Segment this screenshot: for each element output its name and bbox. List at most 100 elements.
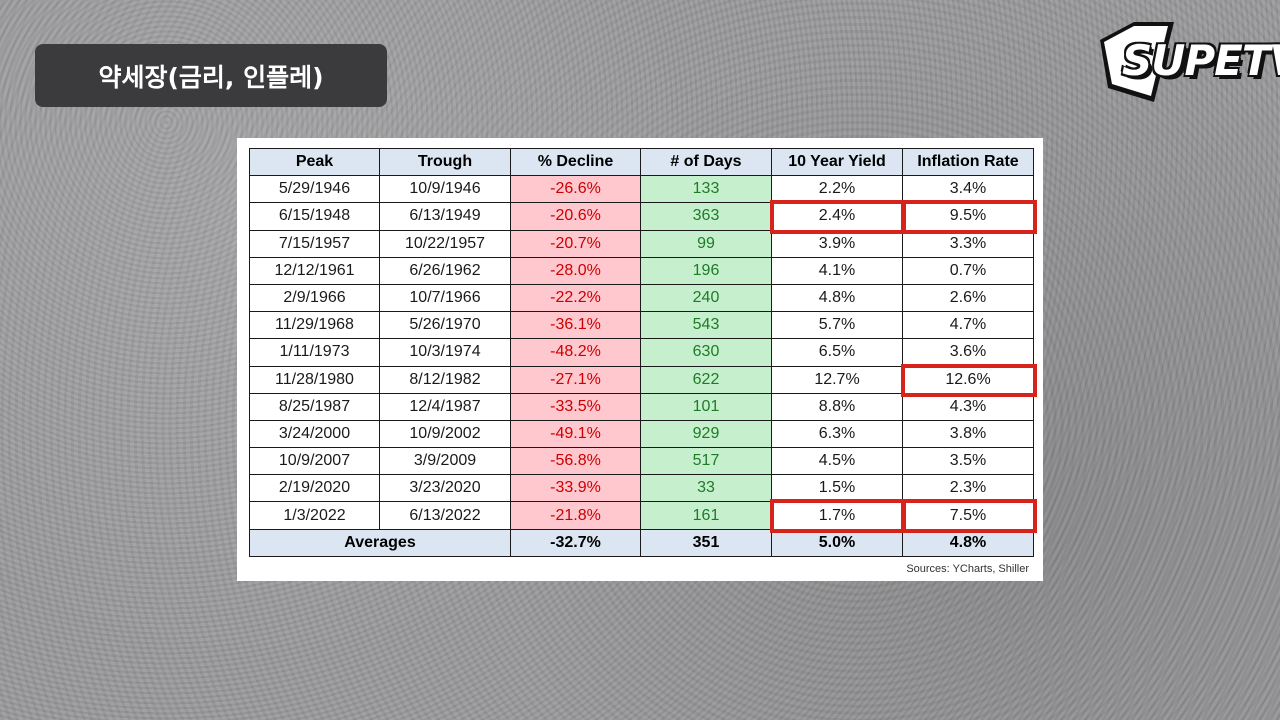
cell-days: 33 xyxy=(640,474,772,503)
header-inflation: Inflation Rate xyxy=(902,147,1034,177)
cell-yield: 3.9% xyxy=(771,229,903,258)
averages-inflation: 4.8% xyxy=(902,528,1034,557)
header-trough: Trough xyxy=(379,147,511,177)
cell-decline: -21.8% xyxy=(510,501,641,530)
bear-market-table-card: Peak Trough % Decline # of Days 10 Year … xyxy=(237,138,1043,581)
cell-trough: 10/7/1966 xyxy=(379,283,511,313)
cell-peak: 11/28/1980 xyxy=(249,365,380,394)
cell-days: 517 xyxy=(640,447,772,476)
source-note: Sources: YCharts, Shiller xyxy=(906,563,1029,575)
table-row: 5/29/1946 10/9/1946 -26.6% 133 2.2% 3.4% xyxy=(249,175,1034,204)
cell-inflation: 0.7% xyxy=(902,256,1034,285)
cell-peak: 2/19/2020 xyxy=(249,474,380,503)
table-row: 11/28/1980 8/12/1982 -27.1% 622 12.7% 12.6% xyxy=(249,363,1038,398)
table-row: 10/9/2007 3/9/2009 -56.8% 517 4.5% 3.5% xyxy=(249,447,1034,476)
cell-days: 622 xyxy=(640,365,772,394)
title-banner: 약세장(금리, 인플레) xyxy=(35,44,387,107)
cell-peak: 10/9/2007 xyxy=(249,447,380,476)
header-decline: % Decline xyxy=(510,147,641,177)
table-row: 11/29/1968 5/26/1970 -36.1% 543 5.7% 4.7% xyxy=(249,311,1034,340)
cell-yield: 2.4% xyxy=(770,200,907,235)
cell-decline: -28.0% xyxy=(510,256,641,285)
cell-trough: 3/23/2020 xyxy=(379,474,511,503)
cell-peak: 1/3/2022 xyxy=(249,501,380,530)
table-row: 3/24/2000 10/9/2002 -49.1% 929 6.3% 3.8% xyxy=(249,419,1034,449)
cell-trough: 6/13/1949 xyxy=(379,202,511,231)
cell-days: 101 xyxy=(640,392,772,421)
cell-days: 133 xyxy=(640,175,772,204)
cell-decline: -56.8% xyxy=(510,447,641,476)
table-row: 2/19/2020 3/23/2020 -33.9% 33 1.5% 2.3% xyxy=(249,474,1034,503)
cell-inflation: 3.4% xyxy=(902,175,1034,204)
supetv-logo: SUPETV xyxy=(1094,18,1280,104)
averages-label: Averages xyxy=(249,528,511,557)
cell-yield: 4.5% xyxy=(771,447,903,476)
cell-days: 99 xyxy=(640,229,772,258)
cell-yield: 6.5% xyxy=(771,338,903,367)
cell-yield: 12.7% xyxy=(771,365,903,394)
cell-days: 630 xyxy=(640,338,772,367)
cell-inflation: 4.7% xyxy=(902,311,1034,340)
cell-peak: 6/15/1948 xyxy=(249,202,380,231)
cell-peak: 3/24/2000 xyxy=(249,419,380,449)
cell-trough: 10/3/1974 xyxy=(379,338,511,367)
cell-trough: 10/22/1957 xyxy=(379,229,511,258)
header-days: # of Days xyxy=(640,147,772,177)
cell-inflation: 9.5% xyxy=(901,200,1038,235)
cell-inflation: 3.5% xyxy=(902,447,1034,476)
cell-days: 929 xyxy=(640,419,772,449)
bear-market-table: Peak Trough % Decline # of Days 10 Year … xyxy=(249,147,1038,557)
cell-trough: 6/26/1962 xyxy=(379,256,511,285)
cell-peak: 1/11/1973 xyxy=(249,338,380,367)
cell-decline: -49.1% xyxy=(510,419,641,449)
cell-decline: -20.7% xyxy=(510,229,641,258)
cell-days: 161 xyxy=(640,501,772,530)
logo-text: SUPETV xyxy=(1122,36,1280,85)
cell-yield: 4.8% xyxy=(771,283,903,313)
cell-decline: -36.1% xyxy=(510,311,641,340)
cell-yield: 1.7% xyxy=(770,499,907,534)
cell-peak: 11/29/1968 xyxy=(249,311,380,340)
cell-yield: 6.3% xyxy=(771,419,903,449)
cell-inflation: 3.3% xyxy=(902,229,1034,258)
cell-trough: 10/9/2002 xyxy=(379,419,511,449)
cell-trough: 3/9/2009 xyxy=(379,447,511,476)
cell-inflation: 12.6% xyxy=(901,363,1038,398)
cell-decline: -48.2% xyxy=(510,338,641,367)
cell-yield: 2.2% xyxy=(771,175,903,204)
averages-decline: -32.7% xyxy=(510,528,641,557)
cell-days: 543 xyxy=(640,311,772,340)
cell-decline: -33.5% xyxy=(510,392,641,421)
page-title: 약세장(금리, 인플레) xyxy=(98,62,324,92)
cell-trough: 5/26/1970 xyxy=(379,311,511,340)
table-row: 1/3/2022 6/13/2022 -21.8% 161 1.7% 7.5% xyxy=(249,499,1038,534)
cell-inflation: 2.6% xyxy=(902,283,1034,313)
cell-yield: 5.7% xyxy=(771,311,903,340)
cell-trough: 12/4/1987 xyxy=(379,392,511,421)
averages-row: Averages -32.7% 351 5.0% 4.8% xyxy=(249,528,1034,557)
header-peak: Peak xyxy=(249,147,380,177)
cell-days: 196 xyxy=(640,256,772,285)
cell-trough: 10/9/1946 xyxy=(379,175,511,204)
averages-days: 351 xyxy=(640,528,772,557)
cell-yield: 4.1% xyxy=(771,256,903,285)
cell-decline: -26.6% xyxy=(510,175,641,204)
cell-inflation: 2.3% xyxy=(902,474,1034,503)
cell-yield: 8.8% xyxy=(771,392,903,421)
table-row: 7/15/1957 10/22/1957 -20.7% 99 3.9% 3.3% xyxy=(249,229,1034,258)
cell-days: 363 xyxy=(640,202,772,231)
header-yield: 10 Year Yield xyxy=(771,147,903,177)
cell-peak: 8/25/1987 xyxy=(249,392,380,421)
table-row: 8/25/1987 12/4/1987 -33.5% 101 8.8% 4.3% xyxy=(249,392,1034,421)
averages-yield: 5.0% xyxy=(771,528,903,557)
table-row: 2/9/1966 10/7/1966 -22.2% 240 4.8% 2.6% xyxy=(249,283,1034,313)
table-row: 12/12/1961 6/26/1962 -28.0% 196 4.1% 0.7% xyxy=(249,256,1034,285)
cell-inflation: 3.6% xyxy=(902,338,1034,367)
cell-trough: 8/12/1982 xyxy=(379,365,511,394)
cell-days: 240 xyxy=(640,283,772,313)
cell-decline: -33.9% xyxy=(510,474,641,503)
table-body: 5/29/1946 10/9/1946 -26.6% 133 2.2% 3.4% 6/15/… xyxy=(249,175,1038,534)
table-row: 1/11/1973 10/3/1974 -48.2% 630 6.5% 3.6% xyxy=(249,338,1034,367)
cell-inflation: 4.3% xyxy=(902,392,1034,421)
cell-decline: -20.6% xyxy=(510,202,641,231)
